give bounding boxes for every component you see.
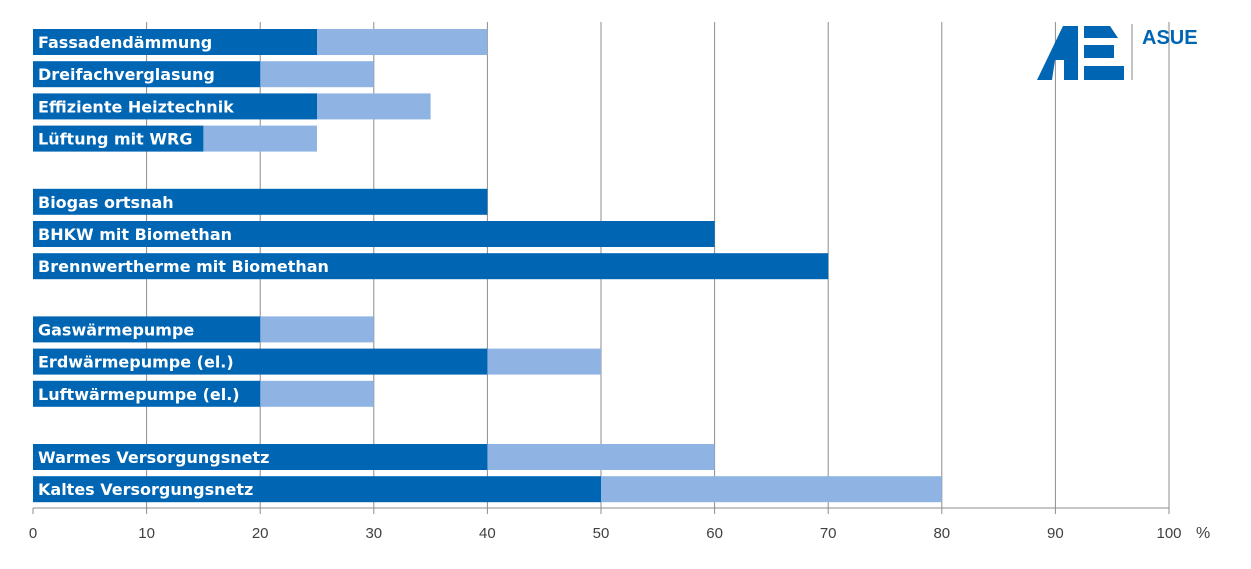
bar-category-label: Dreifachverglasung — [38, 65, 215, 84]
bar-range — [260, 61, 374, 88]
asue-logo-bar-mid — [1084, 45, 1114, 58]
asue-logo-bar-top — [1084, 26, 1118, 38]
bar-range — [317, 93, 431, 120]
asue-logo: ASUE — [1037, 24, 1198, 80]
asue-logo-text: ASUE — [1142, 27, 1198, 49]
bar-range — [260, 316, 374, 343]
bar-base — [33, 188, 488, 215]
bar-category-label: Biogas ortsnah — [38, 193, 174, 212]
bar-base — [33, 316, 261, 343]
x-tick-label: 10 — [138, 525, 155, 542]
bar-category-label: Fassadendämmung — [38, 33, 212, 52]
bar-category-label: BHKW mit Biomethan — [38, 225, 232, 244]
bar-category-label: Kaltes Versorgungsnetz — [38, 480, 253, 499]
bar-base — [33, 380, 261, 407]
x-tick-label: 40 — [479, 525, 496, 542]
bar-category-label: Erdwärmepumpe (el.) — [38, 353, 234, 372]
asue-logo-mark — [1037, 26, 1078, 80]
x-tick-label: 50 — [593, 525, 610, 542]
bar-range — [487, 444, 715, 470]
x-tick-label: 60 — [706, 525, 723, 542]
bar-base — [33, 221, 715, 247]
x-axis: 0 10 20 30 40 50 60 70 80 90 100 — [29, 507, 1182, 542]
bar-category-label: Effiziente Heiztechnik — [38, 97, 234, 116]
bar-range — [317, 29, 488, 55]
bar-range — [601, 476, 942, 503]
x-tick-label: 30 — [365, 525, 382, 542]
bar-base — [33, 253, 829, 280]
asue-logo-bar-bottom — [1084, 66, 1124, 80]
x-tick-label: 90 — [1047, 525, 1064, 542]
x-tick-label: 80 — [933, 525, 950, 542]
x-tick-label: 0 — [29, 525, 37, 542]
bar-base — [33, 61, 261, 88]
x-tick-label: 100 — [1156, 525, 1181, 542]
x-tick-label: 70 — [820, 525, 837, 542]
bar-base — [33, 93, 317, 120]
bar-range — [260, 380, 374, 407]
bars: Fassadendämmung Dreifachverglasung Effizie… — [33, 29, 942, 503]
bar-base — [33, 476, 601, 503]
bar-range — [487, 348, 601, 375]
bar-category-label: Gaswärmepumpe — [38, 320, 194, 339]
bar-category-label: Brennwertherme mit Biomethan — [38, 257, 329, 276]
x-axis-unit: % — [1196, 525, 1210, 542]
bar-category-label: Lüftung mit WRG — [38, 130, 192, 149]
bar-category-label: Warmes Versorgungsnetz — [38, 448, 269, 467]
bar-base — [33, 444, 488, 470]
bar-range — [203, 125, 317, 152]
x-tick-label: 20 — [252, 525, 269, 542]
bar-base — [33, 348, 488, 375]
bar-base — [33, 29, 317, 55]
bar-category-label: Luftwärmepumpe (el.) — [38, 385, 240, 404]
bar-base — [33, 125, 204, 152]
